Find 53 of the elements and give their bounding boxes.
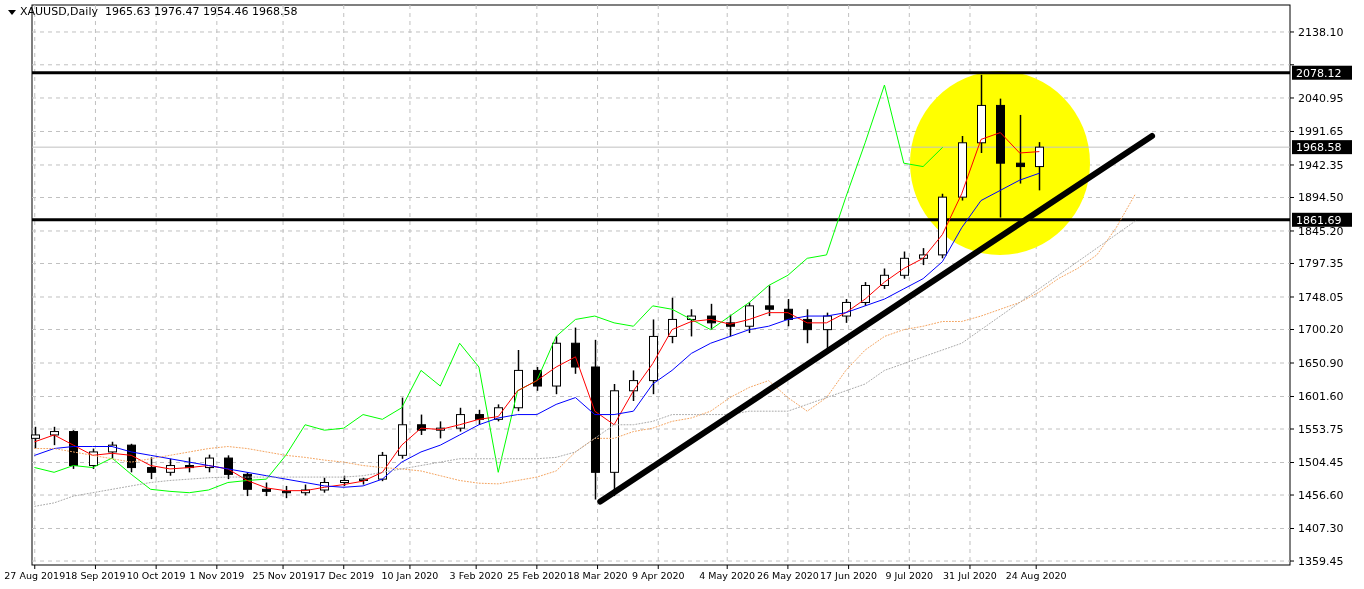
x-tick-label: 17 Jun 2020 [820, 570, 878, 581]
x-tick-label: 10 Jan 2020 [381, 570, 439, 581]
candlestick [765, 284, 774, 317]
candlestick [417, 413, 426, 436]
y-tick-label: 2040.95 [1298, 91, 1344, 105]
x-tick-label: 17 Dec 2019 [313, 570, 375, 581]
candlestick [50, 426, 59, 446]
x-tick-label: 18 Sep 2019 [65, 570, 126, 581]
x-tick-label: 3 Feb 2020 [449, 570, 503, 581]
candlestick [900, 250, 909, 280]
candlestick [745, 301, 754, 334]
candlestick [571, 326, 580, 375]
x-tick-label: 1 Nov 2019 [189, 570, 245, 581]
y-tick-label: 1991.65 [1298, 125, 1344, 139]
y-tick-label: 1650.90 [1298, 356, 1344, 370]
chart-title: XAUUSD,Daily 1965.63 1976.47 1954.46 1968.58 [20, 5, 298, 18]
x-tick-label: 24 Aug 2020 [1005, 570, 1067, 581]
candlestick [147, 456, 156, 480]
candlestick [668, 296, 677, 344]
x-tick-label: 31 Jul 2020 [943, 570, 997, 581]
x-tick-label: 27 Aug 2019 [4, 570, 66, 581]
y-tick-label: 1407.30 [1298, 522, 1344, 536]
y-tick-label: 1894.50 [1298, 191, 1344, 205]
candlestick [1016, 114, 1025, 185]
ref-line-label: 1861.69 [1296, 213, 1342, 227]
y-tick-label: 1504.45 [1298, 456, 1344, 470]
y-tick-label: 1797.35 [1298, 257, 1344, 271]
ref-line-label: 2078.12 [1296, 66, 1342, 80]
x-tick-label: 9 Apr 2020 [631, 570, 685, 581]
candlestick [1035, 141, 1044, 192]
y-tick-label: 1553.75 [1298, 422, 1344, 436]
y-tick-label: 1700.20 [1298, 323, 1344, 337]
y-tick-label: 1845.20 [1298, 224, 1344, 238]
candlestick [456, 407, 465, 433]
y-tick-label: 1456.60 [1298, 488, 1344, 502]
x-tick-label: 4 May 2020 [699, 570, 756, 581]
ref-line-label: 1968.58 [1296, 141, 1342, 154]
x-tick-label: 25 Nov 2019 [252, 570, 314, 581]
line-series [34, 84, 943, 494]
y-tick-label: 1359.45 [1298, 554, 1344, 568]
x-tick-label: 9 Jul 2020 [885, 570, 934, 581]
y-tick-label: 1601.60 [1298, 390, 1344, 404]
x-tick-label: 18 Mar 2020 [567, 570, 628, 581]
y-tick-label: 1942.35 [1298, 158, 1344, 172]
x-tick-label: 25 Feb 2020 [507, 570, 567, 581]
candlestick [224, 454, 233, 480]
candlestick [687, 308, 696, 338]
line-series [34, 193, 1137, 485]
line-series [34, 220, 1137, 507]
x-tick-label: 10 Oct 2019 [126, 570, 186, 581]
y-tick-label: 2138.10 [1298, 25, 1344, 39]
y-tick-label: 1748.05 [1298, 290, 1344, 304]
x-tick-label: 26 May 2020 [756, 570, 819, 581]
